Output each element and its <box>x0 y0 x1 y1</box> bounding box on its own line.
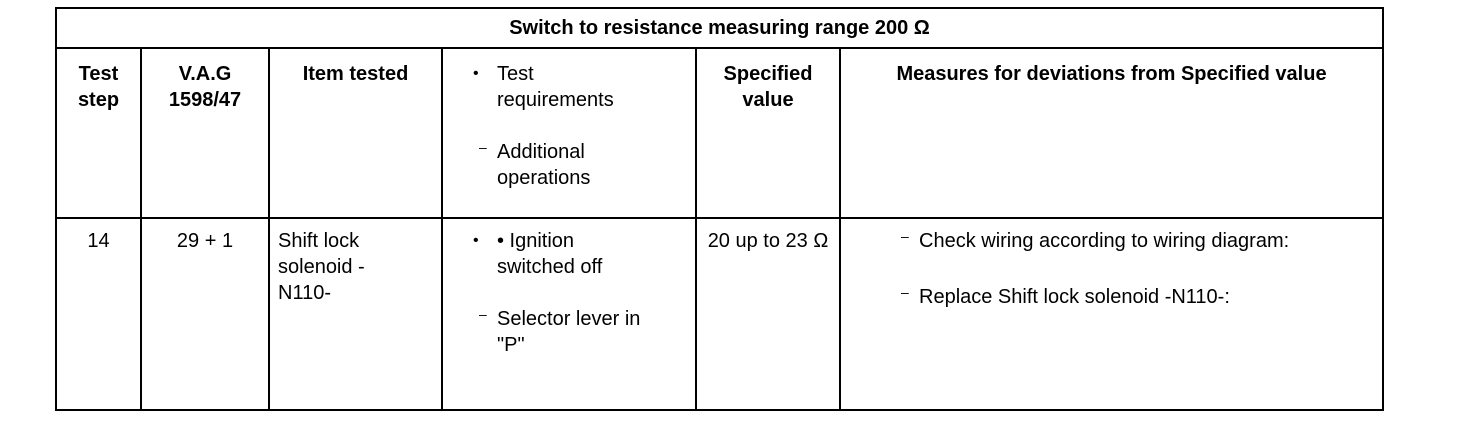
dash-item: Replace Shift lock solenoid -N110-: <box>901 279 1382 310</box>
text: • Ignition switched off <box>497 230 603 278</box>
test-table: Switch to resistance measuring range 200… <box>54 7 1385 411</box>
cell: Check wiring according to wiring diagram… <box>838 217 1385 411</box>
text: 20 up to 23 Ω <box>707 230 829 252</box>
cell: 20 up to 23 Ω <box>695 217 841 411</box>
cell: 29 + 1 <box>140 217 270 411</box>
dash-item: Selector lever in "P" <box>479 301 695 358</box>
column-header: V.A.G 1598/47 <box>140 47 270 219</box>
column-header: Item tested <box>268 47 443 219</box>
text: Selector lever in "P" <box>497 308 641 356</box>
cell: Shift lock solenoid -N110- <box>268 217 443 411</box>
bullet-item: • Ignition switched off <box>473 228 695 280</box>
dash-item: Check wiring according to wiring diagram… <box>901 223 1382 254</box>
text: Test requirements <box>497 63 614 111</box>
cell: • Ignition switched off Selector lever i… <box>441 217 697 411</box>
column-header: Test step <box>55 47 142 219</box>
cell: 14 <box>55 217 142 411</box>
text: Check wiring according to wiring diagram… <box>919 230 1290 252</box>
dash-item: Additional operations <box>479 134 695 191</box>
column-header: Test requirements Additional operations <box>441 47 697 219</box>
table-title: Switch to resistance measuring range 200… <box>54 7 1385 49</box>
text: Shift lock solenoid -N110- <box>278 230 365 304</box>
column-header: Measures for deviations from Specified v… <box>838 47 1385 219</box>
text: Additional operations <box>497 141 591 189</box>
column-header: Specified value <box>695 47 841 219</box>
bullet-item: Test requirements <box>473 61 695 113</box>
text: Replace Shift lock solenoid -N110-: <box>919 286 1230 308</box>
